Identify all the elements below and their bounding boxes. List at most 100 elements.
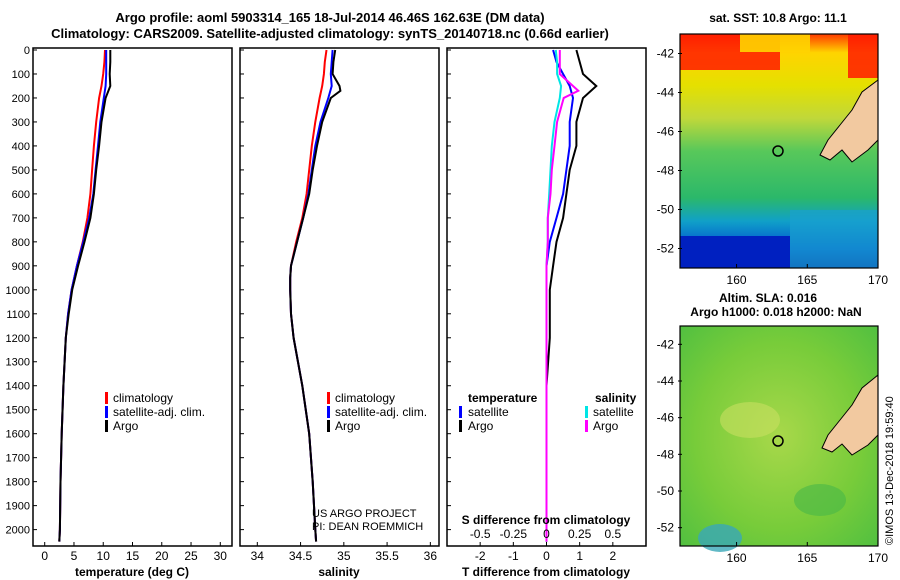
map-y-tick-label: -52 xyxy=(657,521,675,535)
series-line-satellite-adj-clim- xyxy=(58,50,108,542)
figure-title-line2: Climatology: CARS2009. Satellite-adjuste… xyxy=(51,26,609,41)
series-line-argo xyxy=(58,50,112,542)
legend-argo-label: Argo xyxy=(335,419,361,433)
legend-s-satellite-swatch xyxy=(585,406,588,418)
x-tick-label: 36 xyxy=(424,549,438,563)
x-tick-label: 25 xyxy=(184,549,198,563)
legend-salinity-title: salinity xyxy=(595,391,637,405)
salinity-series xyxy=(289,49,342,542)
legend-satellite-swatch xyxy=(105,406,108,418)
map-x-tick-label: 160 xyxy=(727,273,747,287)
legend-climatology-label: climatology xyxy=(335,391,395,405)
temperature-plot-frame xyxy=(32,47,233,547)
legend-argo-label: Argo xyxy=(113,419,139,433)
depth-axis: 0 100 200 300 400 500 600 700 800 900 1000 1100 1200… xyxy=(6,45,451,537)
s-difference-label: S difference from climatology xyxy=(462,513,631,527)
x-tick-label: 10 xyxy=(97,549,111,563)
depth-tick-label: 1800 xyxy=(6,477,30,489)
legend-temperature-title: temperature xyxy=(468,391,538,405)
sst-map-frame xyxy=(679,33,879,269)
legend-argo-swatch xyxy=(105,420,108,432)
legend-climatology-swatch xyxy=(105,392,108,404)
difference-series xyxy=(545,49,598,542)
sla-map-frame xyxy=(679,325,879,547)
depth-tick-label: 1000 xyxy=(6,285,30,297)
legend-t-argo-label: Argo xyxy=(468,419,494,433)
sla-map-title-line1: Altim. SLA: 0.016 xyxy=(719,291,817,305)
map-y-tick-label: -48 xyxy=(657,164,675,178)
figure-title-line1: Argo profile: aoml 5903314_165 18-Jul-20… xyxy=(115,10,544,25)
x-tick-label: 2 xyxy=(609,549,616,563)
new-zealand-landmass xyxy=(819,79,879,163)
map-y-tick-label: -46 xyxy=(657,411,675,425)
map-y-tick-label: -50 xyxy=(657,203,675,217)
map-y-tick-label: -42 xyxy=(657,337,675,351)
map-y-tick-label: -42 xyxy=(657,47,675,61)
difference-legend-salinity: salinity satellite Argo xyxy=(585,391,637,433)
map-y-tick-label: -52 xyxy=(657,242,675,256)
sla-map-ticks: 160 165 170 -42 -44 -46 -48 -50 -52 xyxy=(657,337,889,565)
s-tick-label: -0.5 xyxy=(470,527,491,541)
legend-satellite-label: satellite-adj. clim. xyxy=(335,405,427,419)
map-y-tick-label: -44 xyxy=(657,86,675,100)
x-tick-label: 35 xyxy=(337,549,351,563)
sst-cool-patch xyxy=(790,210,878,268)
sst-map-ticks: 160 165 170 -42 -44 -46 -48 -50 -52 xyxy=(657,47,889,288)
argo-float-location-marker xyxy=(772,435,784,447)
x-tick-label: 15 xyxy=(126,549,140,563)
legend-climatology-swatch xyxy=(327,392,330,404)
depth-tick-label: 800 xyxy=(12,237,30,249)
salinity-plot-frame xyxy=(239,47,440,547)
sst-cold-patch xyxy=(680,236,790,268)
sst-warm-patch xyxy=(740,34,810,52)
x-tick-label: 0 xyxy=(543,549,550,563)
depth-tick-label: 1100 xyxy=(6,309,30,321)
legend-climatology-label: climatology xyxy=(113,391,173,405)
sst-map-title: sat. SST: 10.8 Argo: 11.1 xyxy=(709,11,847,25)
depth-tick-label: 100 xyxy=(12,69,30,81)
depth-tick-label: 1600 xyxy=(6,429,30,441)
sla-low-patch xyxy=(698,524,742,552)
legend-s-argo-label: Argo xyxy=(593,419,619,433)
x-tick-label: 1 xyxy=(576,549,583,563)
depth-tick-label: 400 xyxy=(12,141,30,153)
x-tick-label: 5 xyxy=(71,549,78,563)
legend-s-argo-swatch xyxy=(585,420,588,432)
map-x-tick-label: 160 xyxy=(727,551,747,565)
map-y-tick-label: -44 xyxy=(657,374,675,388)
salinity-x-ticks: 34 34.5 35 35.5 36 xyxy=(251,542,438,563)
legend-satellite-label: satellite-adj. clim. xyxy=(113,405,205,419)
map-y-tick-label: -48 xyxy=(657,447,675,461)
sla-map xyxy=(679,325,879,552)
difference-legend-temperature: temperature satellite Argo xyxy=(459,391,538,433)
s-tick-label: 0 xyxy=(543,527,550,541)
legend-argo-swatch xyxy=(327,420,330,432)
depth-tick-label: 900 xyxy=(12,261,30,273)
depth-tick-label: 200 xyxy=(12,93,30,105)
x-tick-label: 34.5 xyxy=(289,549,313,563)
series-line-salinity-argo xyxy=(545,50,581,542)
map-x-tick-label: 165 xyxy=(797,273,817,287)
temperature-x-ticks: 0 5 10 15 20 25 30 xyxy=(41,542,227,563)
depth-tick-label: 500 xyxy=(12,165,30,177)
x-tick-label: 30 xyxy=(214,549,228,563)
legend-t-satellite-swatch xyxy=(459,406,462,418)
difference-xlabel: T difference from climatology xyxy=(462,565,630,579)
depth-tick-label: 600 xyxy=(12,189,30,201)
x-tick-label: 20 xyxy=(155,549,169,563)
legend-t-argo-swatch xyxy=(459,420,462,432)
depth-tick-label: 1500 xyxy=(6,405,30,417)
depth-tick-label: 1200 xyxy=(6,333,30,345)
series-line-salinity-satellite xyxy=(545,49,563,542)
credit-line1: US ARGO PROJECT xyxy=(312,508,417,520)
x-tick-label: 0 xyxy=(41,549,48,563)
depth-tick-label: 1300 xyxy=(6,357,30,369)
imos-footer: ©IMOS 13-Dec-2018 19:59:40 xyxy=(884,396,896,545)
sla-low-patch xyxy=(794,484,846,516)
depth-tick-label: 1900 xyxy=(6,501,30,513)
sst-warm-patch xyxy=(848,34,878,78)
credit-line2: PI: DEAN ROEMMICH xyxy=(312,521,423,533)
x-tick-label: 34 xyxy=(251,549,265,563)
s-tick-label: 0.5 xyxy=(604,527,621,541)
